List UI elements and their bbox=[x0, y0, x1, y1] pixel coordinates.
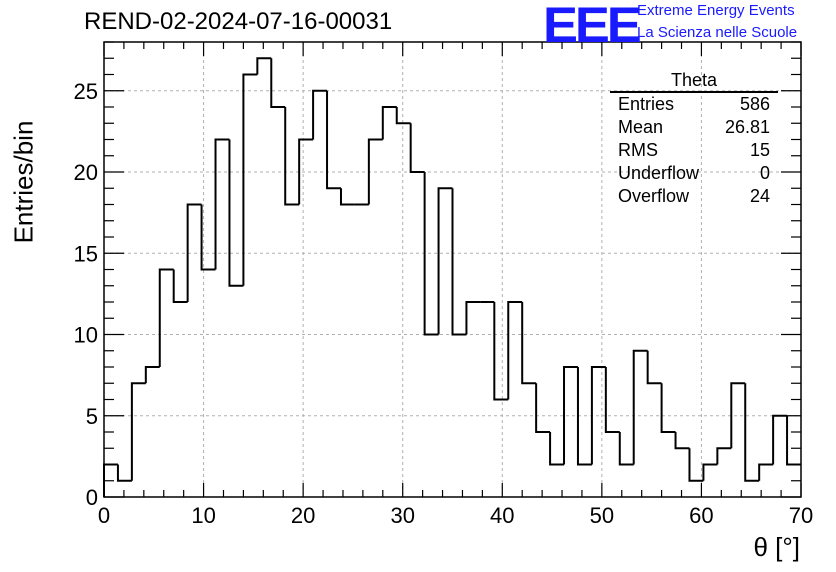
y-tick-label: 5 bbox=[86, 404, 98, 429]
y-tick-label: 10 bbox=[74, 323, 98, 348]
histogram-bin bbox=[130, 382, 146, 481]
histogram-bin bbox=[744, 383, 760, 482]
histogram-bin bbox=[228, 139, 244, 287]
histogram-bin bbox=[116, 464, 132, 482]
histogram-bin bbox=[144, 366, 160, 384]
histogram-bin bbox=[604, 367, 620, 433]
stats-value: 0 bbox=[759, 163, 770, 183]
histogram-bin bbox=[395, 107, 411, 125]
y-axis-label-box: Entries/bin bbox=[2, 112, 42, 252]
histogram-bin bbox=[702, 463, 718, 481]
histogram-bin bbox=[632, 349, 648, 465]
y-tick-label: 0 bbox=[86, 485, 98, 510]
histogram-bin bbox=[423, 172, 439, 336]
histogram-bars bbox=[103, 57, 801, 497]
histogram-bin bbox=[158, 268, 174, 367]
histogram-bin bbox=[674, 432, 690, 450]
histogram-bin bbox=[256, 57, 272, 75]
histogram-bin bbox=[660, 383, 676, 433]
x-tick-label: 0 bbox=[98, 503, 110, 528]
histogram-bin bbox=[590, 366, 606, 465]
histogram-bin bbox=[772, 414, 788, 465]
histogram-bin bbox=[242, 73, 258, 286]
histogram-bin bbox=[646, 350, 662, 385]
histogram-bin bbox=[381, 106, 397, 140]
histogram-bin bbox=[688, 448, 704, 482]
stats-row: Underflow 0 bbox=[610, 162, 778, 185]
histogram-bin bbox=[535, 383, 551, 433]
stats-row: Overflow 24 bbox=[610, 185, 778, 208]
stats-row: Mean 26.81 bbox=[610, 116, 778, 139]
stats-row: RMS 15 bbox=[610, 139, 778, 162]
histogram-bin bbox=[172, 269, 188, 303]
stats-value: 15 bbox=[749, 140, 770, 160]
histogram-bin bbox=[576, 367, 592, 466]
histogram-bin bbox=[367, 138, 383, 205]
stats-row: Entries 586 bbox=[610, 93, 778, 116]
org-subtitle: La Scienza nelle Scuole bbox=[637, 24, 798, 41]
histogram-bin bbox=[284, 107, 300, 206]
histogram-bin bbox=[437, 187, 453, 335]
histogram-bin bbox=[521, 302, 537, 385]
histogram-bin bbox=[312, 89, 328, 140]
stats-label: Underflow bbox=[618, 163, 700, 183]
x-tick-label: 30 bbox=[390, 503, 414, 528]
histogram-bin bbox=[409, 123, 425, 173]
histogram-bin bbox=[563, 366, 578, 465]
y-tick-label: 25 bbox=[74, 79, 98, 104]
stats-title: Theta bbox=[610, 70, 778, 93]
histogram-bin bbox=[465, 301, 481, 335]
tick-labels: 0 10 20 30 40 50 60 70 0 5 10 15 20 25 bbox=[74, 79, 814, 528]
histogram-bin bbox=[451, 188, 467, 336]
x-tick-label: 10 bbox=[191, 503, 215, 528]
x-tick-label: 40 bbox=[490, 503, 514, 528]
histogram-bin bbox=[214, 138, 230, 270]
stats-box: Theta Entries 586 Mean 26.81 RMS 15 Unde… bbox=[610, 70, 778, 208]
histogram-bin bbox=[298, 138, 314, 205]
histogram-bin bbox=[549, 432, 565, 466]
histogram-bin bbox=[758, 463, 774, 481]
x-tick-label: 60 bbox=[689, 503, 713, 528]
x-tick-label: 20 bbox=[291, 503, 315, 528]
histogram-bin bbox=[186, 203, 202, 302]
x-tick-label: 50 bbox=[590, 503, 614, 528]
histogram-bin bbox=[339, 188, 355, 206]
chart-title: REND-02-2024-07-16-00031 bbox=[84, 8, 393, 35]
stats-value: 586 bbox=[739, 94, 770, 114]
x-axis-label: θ [°] bbox=[753, 532, 800, 562]
stats-label: Entries bbox=[618, 94, 675, 114]
histogram-bin bbox=[200, 204, 216, 271]
stats-label: RMS bbox=[618, 140, 658, 160]
y-tick-label: 15 bbox=[74, 241, 98, 266]
stats-value: 24 bbox=[749, 186, 770, 206]
stats-value: 26.81 bbox=[724, 117, 770, 137]
histogram-bin bbox=[326, 90, 341, 190]
histogram-bin bbox=[786, 415, 801, 466]
stats-label: Overflow bbox=[618, 186, 690, 206]
histogram-bin bbox=[493, 302, 509, 401]
org-name: Extreme Energy Events bbox=[637, 2, 795, 19]
histogram-bin bbox=[618, 432, 634, 466]
y-axis-label: Entries/bin bbox=[8, 120, 39, 244]
x-tick-label: 70 bbox=[789, 503, 813, 528]
eee-logo: EEE bbox=[543, 0, 642, 53]
axis-ticks bbox=[103, 41, 802, 498]
y-tick-label: 20 bbox=[74, 160, 98, 185]
stats-label: Mean bbox=[618, 117, 664, 137]
histogram-bin bbox=[507, 301, 523, 400]
histogram-bin bbox=[716, 447, 732, 465]
histogram-bin bbox=[730, 382, 746, 449]
histogram-bin bbox=[270, 58, 286, 108]
